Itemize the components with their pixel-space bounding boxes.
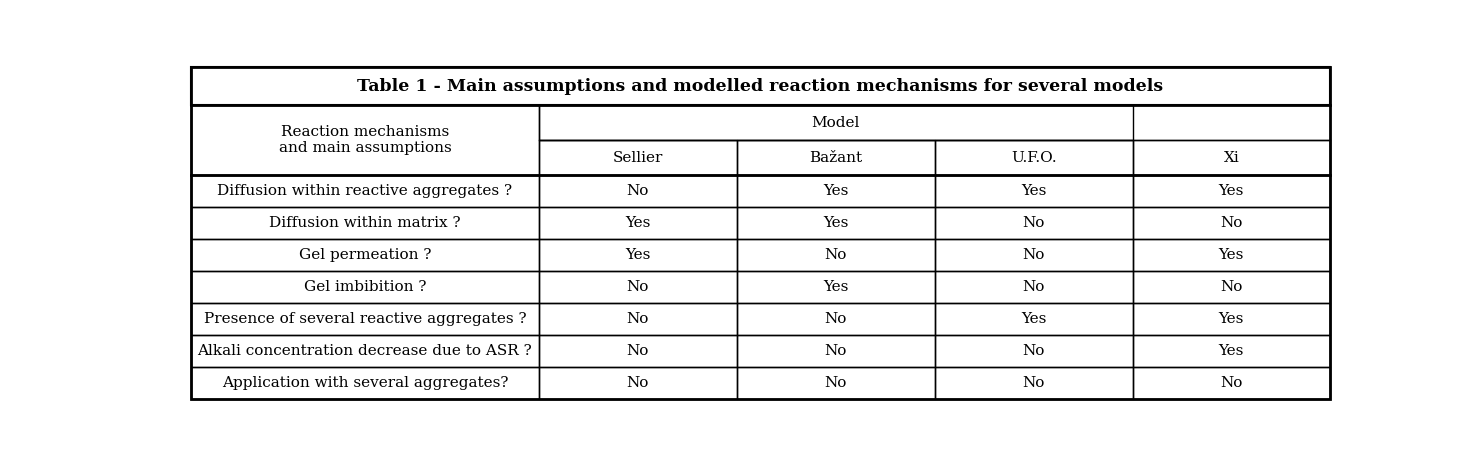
Bar <box>1132 175 1330 207</box>
Bar <box>539 105 1132 140</box>
Bar <box>1132 140 1330 175</box>
Text: No: No <box>1022 376 1045 390</box>
Text: No: No <box>626 184 649 198</box>
Text: Xi: Xi <box>1223 151 1239 164</box>
Bar <box>539 335 736 367</box>
Text: Gel permeation ?: Gel permeation ? <box>298 248 432 262</box>
Text: No: No <box>1022 344 1045 358</box>
Text: No: No <box>1022 216 1045 230</box>
Bar <box>935 303 1132 335</box>
Text: Reaction mechanisms
and main assumptions: Reaction mechanisms and main assumptions <box>279 125 451 155</box>
Bar <box>935 207 1132 239</box>
Bar <box>539 175 736 207</box>
Text: No: No <box>626 312 649 326</box>
Text: Gel imbibition ?: Gel imbibition ? <box>304 280 426 294</box>
Text: No: No <box>1220 376 1242 390</box>
Text: U.F.O.: U.F.O. <box>1011 151 1057 164</box>
Bar <box>935 140 1132 175</box>
Text: No: No <box>626 344 649 358</box>
Text: Yes: Yes <box>1021 312 1046 326</box>
Bar <box>736 335 935 367</box>
Bar <box>1132 303 1330 335</box>
Text: Yes: Yes <box>1021 184 1046 198</box>
Text: Bažant: Bažant <box>809 151 862 164</box>
Bar <box>539 367 736 399</box>
Bar <box>935 239 1132 271</box>
Text: Alkali concentration decrease due to ASR ?: Alkali concentration decrease due to ASR… <box>197 344 533 358</box>
Bar <box>736 303 935 335</box>
Text: Presence of several reactive aggregates ?: Presence of several reactive aggregates … <box>203 312 527 326</box>
Bar <box>1132 207 1330 239</box>
Text: Yes: Yes <box>1218 248 1244 262</box>
Text: Yes: Yes <box>824 216 849 230</box>
Bar <box>1132 367 1330 399</box>
Bar <box>1132 335 1330 367</box>
Text: No: No <box>1220 216 1242 230</box>
Text: Yes: Yes <box>625 216 650 230</box>
Text: Diffusion within matrix ?: Diffusion within matrix ? <box>269 216 460 230</box>
Text: No: No <box>825 344 847 358</box>
Bar <box>191 105 539 175</box>
Bar <box>736 271 935 303</box>
Text: Yes: Yes <box>1218 184 1244 198</box>
Bar <box>539 207 736 239</box>
Text: Yes: Yes <box>625 248 650 262</box>
Text: No: No <box>1220 280 1242 294</box>
Bar <box>736 367 935 399</box>
Bar <box>191 67 1330 105</box>
Text: No: No <box>626 376 649 390</box>
Text: Model: Model <box>812 116 859 130</box>
Text: No: No <box>825 376 847 390</box>
Bar <box>191 367 539 399</box>
Text: Yes: Yes <box>1218 344 1244 358</box>
Text: Yes: Yes <box>824 184 849 198</box>
Text: No: No <box>626 280 649 294</box>
Bar <box>736 239 935 271</box>
Bar <box>191 175 539 207</box>
Bar <box>191 239 539 271</box>
Bar <box>191 271 539 303</box>
Bar <box>191 303 539 335</box>
Text: No: No <box>1022 248 1045 262</box>
Text: Yes: Yes <box>824 280 849 294</box>
Text: Diffusion within reactive aggregates ?: Diffusion within reactive aggregates ? <box>217 184 512 198</box>
Text: No: No <box>825 312 847 326</box>
Text: Yes: Yes <box>1218 312 1244 326</box>
Text: Table 1 - Main assumptions and modelled reaction mechanisms for several models: Table 1 - Main assumptions and modelled … <box>358 78 1163 95</box>
Bar <box>935 175 1132 207</box>
Bar <box>736 175 935 207</box>
Bar <box>539 140 736 175</box>
Bar <box>736 207 935 239</box>
Bar <box>191 335 539 367</box>
Text: Application with several aggregates?: Application with several aggregates? <box>221 376 508 390</box>
Text: No: No <box>1022 280 1045 294</box>
Bar <box>1132 271 1330 303</box>
Bar <box>935 271 1132 303</box>
Bar <box>191 207 539 239</box>
Bar <box>736 140 935 175</box>
Bar <box>935 335 1132 367</box>
Bar <box>539 303 736 335</box>
Text: No: No <box>825 248 847 262</box>
Bar <box>935 367 1132 399</box>
Bar <box>1132 239 1330 271</box>
Bar <box>539 271 736 303</box>
Text: Sellier: Sellier <box>613 151 663 164</box>
Bar <box>539 239 736 271</box>
